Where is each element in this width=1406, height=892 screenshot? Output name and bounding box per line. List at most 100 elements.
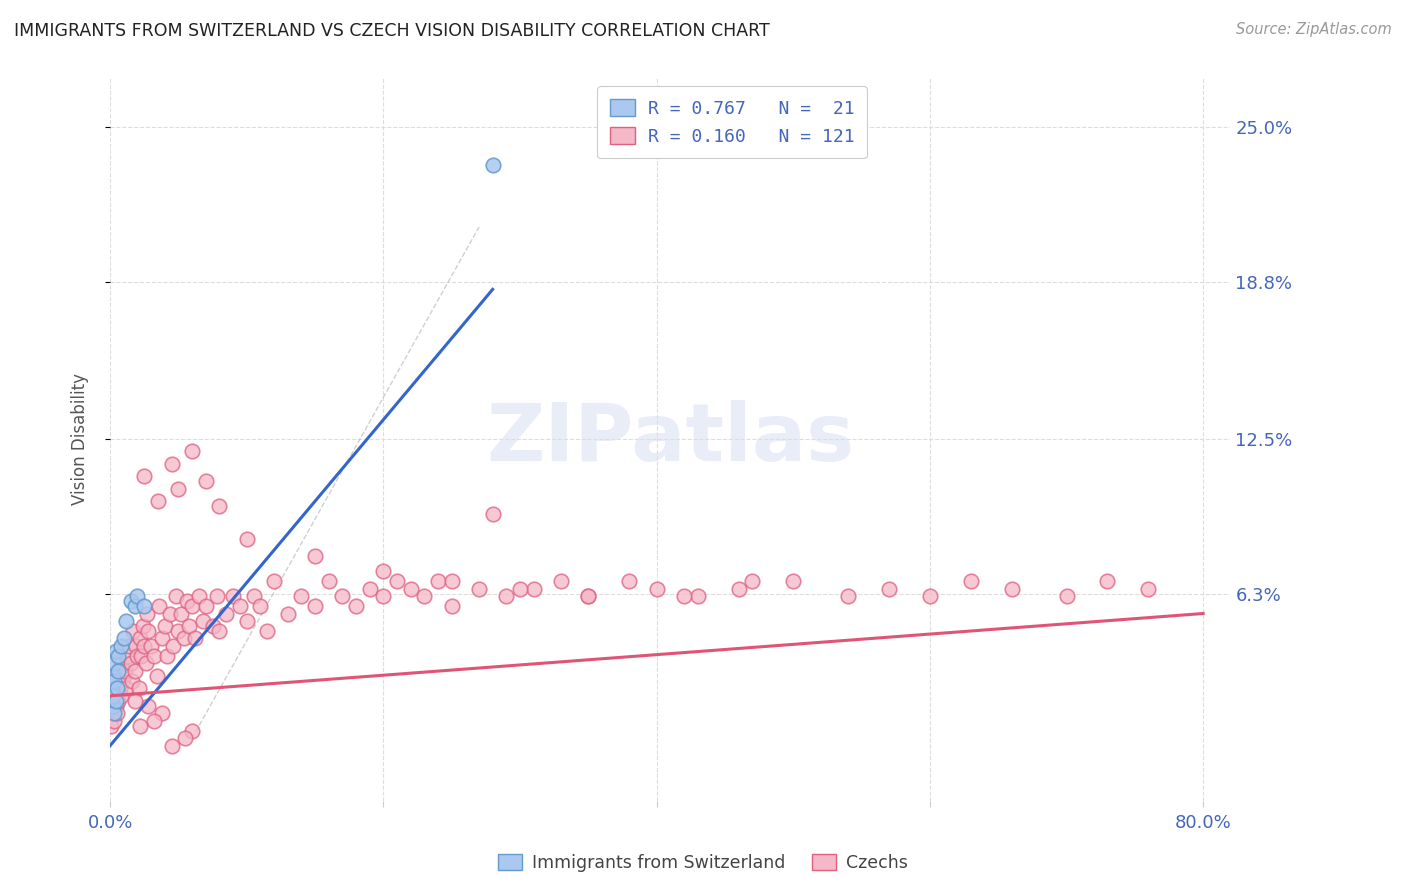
Point [481,507,503,521]
Point [344,599,367,613]
Point [481,158,503,172]
Point [222,589,245,603]
Point [1097,574,1119,588]
Point [686,589,709,603]
Point [103,694,125,708]
Text: ZIPatlas: ZIPatlas [486,400,855,478]
Point [167,482,190,496]
Point [135,657,157,671]
Point [208,624,231,638]
Point [125,639,148,653]
Point [176,594,198,608]
Point [509,582,531,596]
Point [181,599,204,613]
Point [304,599,326,613]
Point [427,574,450,588]
Point [100,719,122,733]
Y-axis label: Vision Disability: Vision Disability [72,373,89,505]
Point [150,706,173,721]
Point [107,664,129,678]
Point [468,582,491,596]
Point [131,648,153,663]
Point [165,589,187,603]
Point [104,673,127,688]
Point [242,589,264,603]
Point [194,599,217,613]
Point [173,632,195,646]
Point [117,648,139,663]
Point [249,599,271,613]
Point [115,614,138,628]
Point [142,714,165,728]
Point [115,681,138,696]
Point [148,599,170,613]
Point [136,607,159,621]
Point [194,475,217,489]
Point [127,648,149,663]
Point [741,574,763,588]
Point [672,589,695,603]
Point [101,689,124,703]
Point [385,574,408,588]
Point [103,706,125,721]
Point [111,673,134,688]
Point [440,599,463,613]
Point [495,589,517,603]
Point [108,681,131,696]
Point [105,706,128,721]
Text: Source: ZipAtlas.com: Source: ZipAtlas.com [1236,22,1392,37]
Point [619,574,641,588]
Point [101,698,124,713]
Point [118,639,141,653]
Point [101,689,124,703]
Point [103,657,125,671]
Legend: R = 0.767   N =  21, R = 0.160   N = 121: R = 0.767 N = 21, R = 0.160 N = 121 [598,87,868,159]
Point [181,723,204,738]
Point [107,664,129,678]
Point [184,632,207,646]
Point [124,599,146,613]
Point [100,694,122,708]
Point [101,669,124,683]
Point [782,574,804,588]
Point [399,582,422,596]
Point [120,594,142,608]
Point [440,574,463,588]
Point [114,664,136,678]
Text: IMMIGRANTS FROM SWITZERLAND VS CZECH VISION DISABILITY CORRELATION CHART: IMMIGRANTS FROM SWITZERLAND VS CZECH VIS… [14,22,770,40]
Point [290,589,312,603]
Point [103,673,125,688]
Point [105,681,128,696]
Point [167,624,190,638]
Point [576,589,599,603]
Point [104,698,127,713]
Point [330,589,353,603]
Point [159,607,181,621]
Point [201,619,224,633]
Point [100,681,122,696]
Point [105,681,128,696]
Point [100,698,122,713]
Point [145,669,167,683]
Point [136,698,159,713]
Point [146,494,169,508]
Point [1056,589,1078,603]
Point [191,614,214,628]
Point [122,624,145,638]
Point [170,607,193,621]
Point [304,549,326,564]
Point [318,574,340,588]
Point [142,648,165,663]
Point [1001,582,1024,596]
Point [129,719,152,733]
Point [179,619,201,633]
Point [373,564,395,578]
Point [104,694,127,708]
Point [215,607,238,621]
Point [277,607,299,621]
Point [129,632,152,646]
Point [235,532,257,546]
Point [134,599,156,613]
Point [127,589,149,603]
Point [107,648,129,663]
